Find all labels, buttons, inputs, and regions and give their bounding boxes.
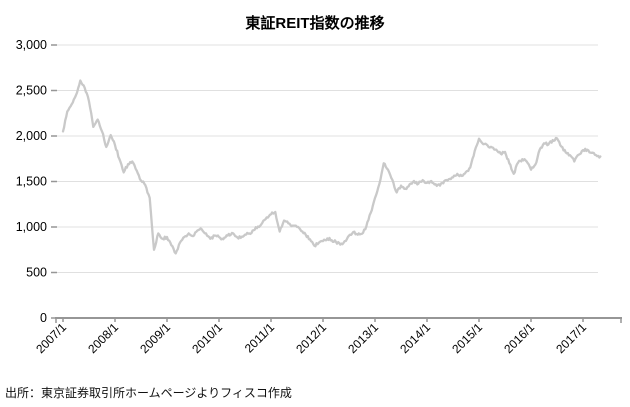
chart-title: 東証REIT指数の推移 (245, 15, 385, 32)
y-tick-label: 500 (26, 266, 47, 280)
y-tick-label: 2,500 (16, 84, 47, 98)
x-tick-label: 2011/1 (242, 320, 277, 355)
y-tick-label: 3,000 (16, 38, 47, 52)
line-chart: 0 500 1,000 1,500 2,000 2,500 3,000 2007/1 2008/… (16, 38, 622, 356)
x-tick-label: 2014/1 (397, 320, 433, 356)
y-tick-label: 1,000 (16, 220, 47, 234)
y-tick-label: 1,500 (16, 175, 47, 189)
x-tick-label: 2017/1 (553, 320, 589, 356)
y-tick-label: 2,000 (16, 129, 47, 143)
index-line (61, 79, 602, 255)
x-tick-label: 2012/1 (293, 320, 329, 356)
x-tick-label: 2010/1 (189, 320, 225, 356)
x-tick-label: 2008/1 (85, 320, 121, 356)
source-note: 出所：東京証券取引所ホームページよりフィスコ作成 (5, 386, 292, 400)
x-tick-label: 2009/1 (137, 320, 173, 356)
x-tick-label: 2013/1 (345, 320, 381, 356)
y-tick-label: 0 (40, 311, 47, 325)
x-tick-label: 2015/1 (449, 320, 485, 356)
x-tick-label: 2007/1 (33, 320, 69, 356)
x-tick-label: 2016/1 (501, 320, 537, 356)
